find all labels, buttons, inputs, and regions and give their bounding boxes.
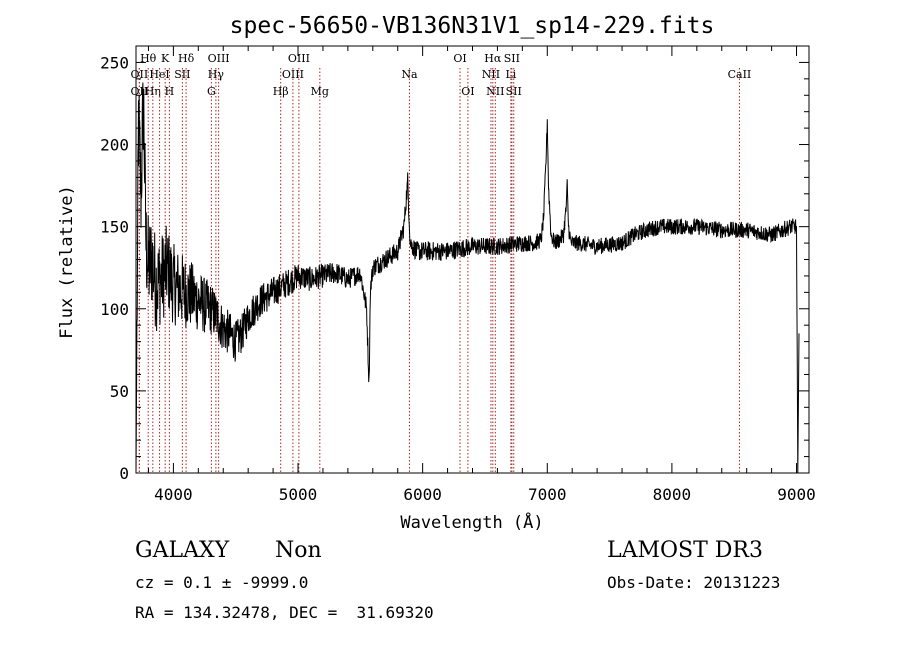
line-marker-label: Hγ (208, 68, 225, 81)
spectrum-line (135, 82, 800, 474)
line-marker-label: OIII (282, 68, 304, 81)
plot-frame (135, 45, 810, 474)
line-marker-label: OIII (288, 52, 310, 65)
redshift-info: cz = 0.1 ± -9999.0 (135, 573, 309, 592)
line-marker-label: SII (504, 52, 520, 65)
line-marker-label: SII (174, 68, 190, 81)
object-subclass: Non (275, 538, 322, 563)
axis-ticks: 4000 5000 6000 7000 8000 9000 0 50 100 150 200 250 (100, 46, 816, 504)
line-marker-label: Hη (145, 85, 161, 98)
y-tick-label: 200 (100, 136, 129, 155)
line-marker-label: CaII (728, 68, 752, 81)
line-marker-label: OII (131, 68, 149, 81)
coordinates: RA = 134.32478, DEC = 31.69320 (135, 603, 434, 622)
y-tick-label: 50 (110, 382, 129, 401)
line-marker-label: H (165, 85, 175, 98)
line-marker-label: Na (401, 68, 418, 81)
line-marker-label: Li (505, 68, 516, 81)
line-marker-label: G (207, 85, 216, 98)
line-marker-label: SII (506, 85, 522, 98)
object-class: GALAXY (135, 538, 230, 563)
line-marker-label: K (161, 52, 170, 65)
x-tick-label: 5000 (279, 485, 318, 504)
observation-date: Obs-Date: 20131223 (607, 573, 781, 592)
line-marker-label: Hθ (140, 52, 157, 65)
line-marker-label: HeI (149, 68, 169, 81)
y-tick-label: 150 (100, 218, 129, 237)
x-tick-label: 8000 (653, 485, 692, 504)
y-tick-label: 100 (100, 300, 129, 319)
y-tick-label: 250 (100, 53, 129, 72)
x-tick-label: 7000 (528, 485, 567, 504)
line-marker-label: OI (453, 52, 466, 65)
y-axis-label: Flux (relative) (57, 185, 77, 339)
line-marker-label: Hδ (178, 52, 195, 65)
line-marker-label: OIII (208, 52, 230, 65)
x-tick-label: 4000 (154, 485, 193, 504)
line-marker-label: Hα (484, 52, 502, 65)
spectrum-line-group (135, 82, 800, 474)
line-marker-label: Hβ (273, 85, 289, 98)
survey-name: LAMOST DR3 (607, 538, 763, 563)
line-marker-label: NII (482, 68, 500, 81)
chart-title: spec-56650-VB136N31V1_sp14-229.fits (230, 13, 715, 39)
x-axis-label: Wavelength (Å) (400, 511, 543, 533)
line-marker-label: NII (486, 85, 504, 98)
x-tick-label: 6000 (403, 485, 442, 504)
line-marker-label: Mg (311, 85, 329, 98)
y-tick-label: 0 (119, 464, 129, 483)
line-marker-label: OI (461, 85, 474, 98)
x-tick-label: 9000 (777, 485, 816, 504)
